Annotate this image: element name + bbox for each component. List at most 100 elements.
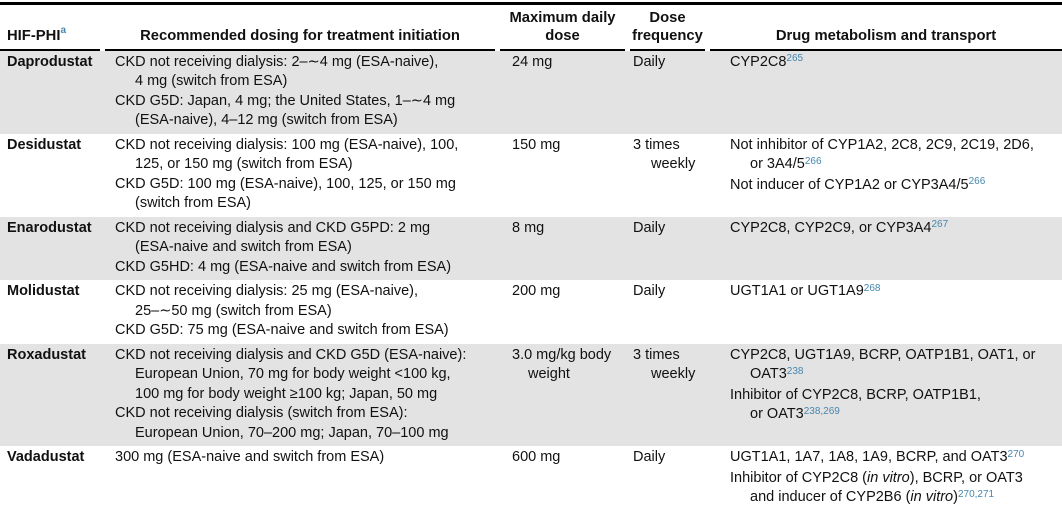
cell-line: Inhibitor of CYP2C8 (in vitro), BCRP, or… — [730, 469, 1058, 489]
text-segment: 24 mg — [512, 53, 553, 70]
cell-line: 125, or 150 mg (switch from ESA) — [115, 155, 494, 175]
text-segment: (ESA-naive), 4–12 mg (switch from ESA) — [135, 112, 398, 128]
text-segment: Vadadustat — [7, 449, 85, 465]
table-row: Vadadustat 300 mg (ESA-naive and switch f… — [0, 446, 1062, 510]
text-segment: CKD not receiving dialysis and CKD G5D (… — [115, 346, 467, 363]
frequency-cell: Daily — [630, 219, 710, 278]
cell-line: 3 times — [633, 136, 710, 156]
cell-line: Roxadustat — [7, 346, 105, 366]
cell-line: Daily — [633, 448, 710, 468]
text-segment: Inhibitor of CYP2C8, BCRP, OATP1B1, — [730, 386, 981, 403]
cell-line: CKD not receiving dialysis (switch from … — [115, 404, 494, 424]
table-row: Molidustat CKD not receiving dialysis: 25… — [0, 280, 1062, 344]
cell-line: 4 mg (switch from ESA) — [115, 72, 494, 92]
citation-ref[interactable]: 265 — [786, 53, 804, 64]
text-segment: CKD not receiving dialysis: 2–∼4 mg (ESA… — [115, 53, 439, 70]
cell-line: and inducer of CYP2B6 (in vitro)270,271 — [730, 488, 1058, 509]
citation-ref[interactable]: 267 — [931, 219, 949, 230]
cell-line: 24 mg — [512, 53, 626, 73]
text-segment: 25–∼50 mg (switch from ESA) — [135, 302, 332, 319]
frequency-cell: Daily — [630, 448, 710, 509]
text-segment: Daprodustat — [7, 53, 93, 70]
cell-line: CKD not receiving dialysis: 25 mg (ESA-n… — [115, 282, 494, 302]
cell-line: Daprodustat — [7, 53, 105, 73]
text-segment: and inducer of CYP2B6 ( — [750, 489, 911, 505]
text-segment: weight — [528, 366, 570, 382]
cell-line: or 3A4/5266 — [730, 155, 1058, 176]
cell-line: CKD G5HD: 4 mg (ESA-naive and switch fro… — [115, 258, 494, 278]
citation-ref[interactable]: 268 — [863, 282, 881, 294]
text-segment: 100 mg for body weight ≥100 kg; Japan, 5… — [135, 385, 438, 402]
citation-ref[interactable]: 270,271 — [957, 488, 995, 500]
citation-ref[interactable]: 238 — [786, 365, 804, 377]
cell-line: 300 mg (ESA-naive and switch from ESA) — [115, 448, 494, 468]
cell-line: OAT3238 — [730, 365, 1058, 386]
cell-line: Molidustat — [7, 282, 105, 302]
text-segment: CKD G5D: Japan, 4 mg; the United States,… — [115, 92, 456, 109]
table-row: Roxadustat CKD not receiving dialysis and… — [0, 343, 1062, 446]
text-segment: Daily — [633, 219, 666, 236]
cell-line: Daily — [633, 53, 710, 73]
text-segment: 125, or 150 mg (switch from ESA) — [135, 156, 353, 172]
metabolism-cell: CYP2C8265 — [710, 53, 1062, 131]
cell-line: CKD G5D: 75 mg (ESA-naive and switch fro… — [115, 321, 494, 341]
text-segment: 600 mg — [512, 449, 561, 465]
cell-line: weekly — [633, 155, 710, 175]
text-segment: weekly — [651, 366, 696, 382]
table-body: Daprodustat CKD not receiving dialysis: 2… — [0, 50, 1062, 510]
text-segment: 150 mg — [512, 136, 561, 153]
cell-line: Enarodustat — [7, 219, 105, 239]
cell-line: or OAT3238,269 — [730, 405, 1058, 426]
text-segment: 200 mg — [512, 283, 561, 299]
text-segment: UGT1A1 or UGT1A9 — [730, 283, 864, 299]
cell-line: 100 mg for body weight ≥100 kg; Japan, 5… — [115, 385, 494, 405]
drug-name-cell: Roxadustat — [0, 346, 105, 444]
text-segment: CKD not receiving dialysis and CKD G5PD:… — [115, 219, 431, 236]
cell-line: UGT1A1 or UGT1A9268 — [730, 282, 1058, 303]
table-top-border — [0, 2, 1062, 5]
cell-line: CYP2C8, CYP2C9, or CYP3A4267 — [730, 219, 1058, 240]
cell-line: CKD G5D: Japan, 4 mg; the United States,… — [115, 92, 494, 112]
drug-name-cell: Daprodustat — [0, 53, 105, 131]
dosing-cell: 300 mg (ESA-naive and switch from ESA) — [105, 448, 500, 509]
italic-text: in vitro — [910, 489, 954, 505]
cell-line: (ESA-naive and switch from ESA) — [115, 238, 494, 258]
text-segment: European Union, 70–200 mg; Japan, 70–100… — [135, 424, 449, 441]
metabolism-cell: CYP2C8, UGT1A9, BCRP, OATP1B1, OAT1, or O… — [710, 346, 1062, 444]
text-segment: 3 times — [633, 346, 680, 363]
text-segment: Enarodustat — [7, 219, 92, 236]
drug-name-cell: Desidustat — [0, 136, 105, 214]
frequency-cell: 3 times weekly — [630, 136, 710, 214]
max-dose-cell: 8 mg — [500, 219, 630, 278]
cell-line: Vadadustat — [7, 448, 105, 468]
header-dose-frequency: Dose frequency — [630, 5, 705, 51]
text-segment: Not inhibitor of CYP1A2, 2C8, 2C9, 2C19,… — [730, 136, 1034, 153]
frequency-cell: 3 times weekly — [630, 346, 710, 444]
table-row: Daprodustat CKD not receiving dialysis: 2… — [0, 50, 1062, 134]
cell-line: 600 mg — [512, 448, 626, 468]
text-segment: or 3A4/5 — [750, 156, 805, 172]
text-segment: CYP2C8, UGT1A9, BCRP, OATP1B1, OAT1, or — [730, 346, 1036, 363]
dosing-cell: CKD not receiving dialysis: 100 mg (ESA-… — [105, 136, 500, 214]
dosing-cell: CKD not receiving dialysis: 2–∼4 mg (ESA… — [105, 53, 500, 131]
cell-line: weekly — [633, 365, 710, 385]
cell-line: CKD G5D: 100 mg (ESA-naive), 100, 125, o… — [115, 175, 494, 195]
text-segment: weekly — [651, 156, 696, 172]
cell-line: 200 mg — [512, 282, 626, 302]
cell-line: European Union, 70–200 mg; Japan, 70–100… — [115, 424, 494, 444]
drug-name-cell: Enarodustat — [0, 219, 105, 278]
max-dose-cell: 3.0 mg/kg body weight — [500, 346, 630, 444]
text-segment: (ESA-naive and switch from ESA) — [135, 239, 352, 255]
footnote-a-marker[interactable]: a — [60, 25, 66, 36]
frequency-cell: Daily — [630, 282, 710, 341]
citation-ref[interactable]: 238,269 — [803, 405, 840, 417]
citation-ref[interactable]: 270 — [1007, 448, 1025, 460]
cell-line: European Union, 70 mg for body weight <1… — [115, 365, 494, 385]
metabolism-cell: CYP2C8, CYP2C9, or CYP3A4267 — [710, 219, 1062, 278]
max-dose-cell: 600 mg — [500, 448, 630, 509]
citation-ref[interactable]: 266 — [968, 176, 986, 187]
text-segment: 8 mg — [512, 219, 545, 236]
text-segment: European Union, 70 mg for body weight <1… — [135, 366, 451, 382]
citation-ref[interactable]: 266 — [804, 155, 822, 167]
